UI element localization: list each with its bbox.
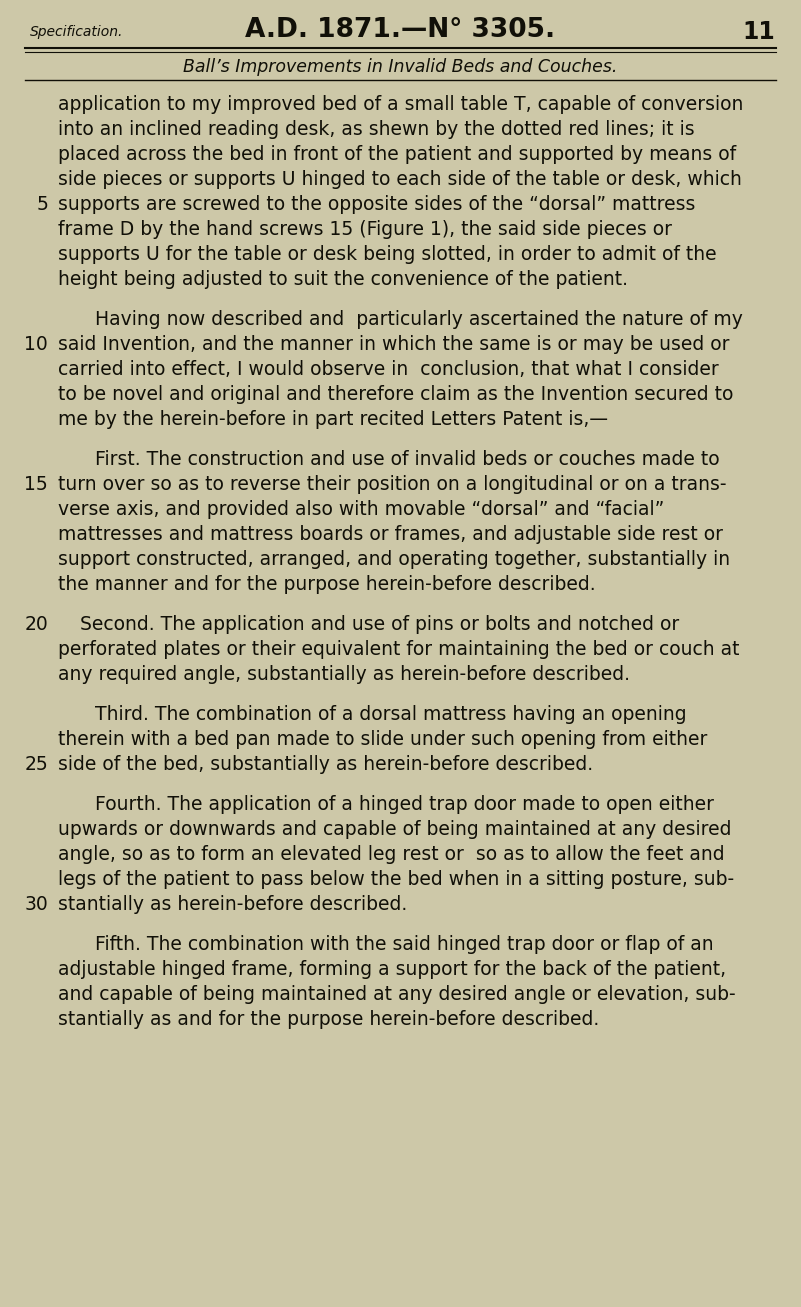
Text: mattresses and mattress boards or frames, and adjustable side rest or: mattresses and mattress boards or frames… <box>58 525 723 544</box>
Text: to be novel and original and therefore claim as the Invention secured to: to be novel and original and therefore c… <box>58 386 734 404</box>
Text: angle, so as to form an elevated leg rest or  so as to allow the feet and: angle, so as to form an elevated leg res… <box>58 846 725 864</box>
Text: application to my improved bed of a small table T, capable of conversion: application to my improved bed of a smal… <box>58 95 743 114</box>
Text: 20: 20 <box>24 616 48 634</box>
Text: Fifth. The combination with the said hinged trap door or flap of an: Fifth. The combination with the said hin… <box>95 935 714 954</box>
Text: placed across the bed in front of the patient and supported by means of: placed across the bed in front of the pa… <box>58 145 736 163</box>
Text: therein with a bed pan made to slide under such opening from either: therein with a bed pan made to slide und… <box>58 731 707 749</box>
Text: 5: 5 <box>36 195 48 214</box>
Text: adjustable hinged frame, forming a support for the back of the patient,: adjustable hinged frame, forming a suppo… <box>58 961 727 979</box>
Text: said Invention, and the manner in which the same is or may be used or: said Invention, and the manner in which … <box>58 335 730 354</box>
Text: Having now described and  particularly ascertained the nature of my: Having now described and particularly as… <box>95 310 743 329</box>
Text: turn over so as to reverse their position on a longitudinal or on a trans-: turn over so as to reverse their positio… <box>58 474 727 494</box>
Text: A.D. 1871.—N° 3305.: A.D. 1871.—N° 3305. <box>245 17 555 43</box>
Text: 15: 15 <box>24 474 48 494</box>
Text: and capable of being maintained at any desired angle or elevation, sub-: and capable of being maintained at any d… <box>58 985 735 1004</box>
Text: any required angle, substantially as herein-before described.: any required angle, substantially as her… <box>58 665 630 684</box>
Text: frame D by the hand screws 15 (Figure 1), the said side pieces or: frame D by the hand screws 15 (Figure 1)… <box>58 220 672 239</box>
Text: stantially as herein-before described.: stantially as herein-before described. <box>58 895 407 914</box>
Text: Fourth. The application of a hinged trap door made to open either: Fourth. The application of a hinged trap… <box>95 795 714 814</box>
Text: perforated plates or their equivalent for maintaining the bed or couch at: perforated plates or their equivalent fo… <box>58 640 739 659</box>
Text: legs of the patient to pass below the bed when in a sitting posture, sub-: legs of the patient to pass below the be… <box>58 870 735 889</box>
Text: support constructed, arranged, and operating together, substantially in: support constructed, arranged, and opera… <box>58 550 731 569</box>
Text: supports are screwed to the opposite sides of the “dorsal” mattress: supports are screwed to the opposite sid… <box>58 195 695 214</box>
Text: verse axis, and provided also with movable “dorsal” and “facial”: verse axis, and provided also with movab… <box>58 501 664 519</box>
Text: 30: 30 <box>24 895 48 914</box>
Text: Specification.: Specification. <box>30 25 123 39</box>
Text: stantially as and for the purpose herein-before described.: stantially as and for the purpose herein… <box>58 1010 599 1029</box>
Text: 11: 11 <box>743 20 775 44</box>
Text: height being adjusted to suit the convenience of the patient.: height being adjusted to suit the conven… <box>58 271 628 289</box>
Text: 10: 10 <box>24 335 48 354</box>
Text: upwards or downwards and capable of being maintained at any desired: upwards or downwards and capable of bein… <box>58 819 731 839</box>
Text: First. The construction and use of invalid beds or couches made to: First. The construction and use of inval… <box>95 450 719 469</box>
Text: Ball’s Improvements in Invalid Beds and Couches.: Ball’s Improvements in Invalid Beds and … <box>183 58 618 76</box>
Text: into an inclined reading desk, as shewn by the dotted red lines; it is: into an inclined reading desk, as shewn … <box>58 120 694 139</box>
Text: 25: 25 <box>24 755 48 774</box>
Text: side pieces or supports U hinged to each side of the table or desk, which: side pieces or supports U hinged to each… <box>58 170 742 190</box>
Text: me by the herein-before in part recited Letters Patent is,—: me by the herein-before in part recited … <box>58 410 608 429</box>
Text: carried into effect, I would observe in  conclusion, that what I consider: carried into effect, I would observe in … <box>58 359 718 379</box>
Text: supports U for the table or desk being slotted, in order to admit of the: supports U for the table or desk being s… <box>58 244 717 264</box>
Text: side of the bed, substantially as herein-before described.: side of the bed, substantially as herein… <box>58 755 593 774</box>
Text: Second. The application and use of pins or bolts and notched or: Second. The application and use of pins … <box>80 616 679 634</box>
Text: the manner and for the purpose herein-before described.: the manner and for the purpose herein-be… <box>58 575 596 593</box>
Text: Third. The combination of a dorsal mattress having an opening: Third. The combination of a dorsal mattr… <box>95 704 686 724</box>
